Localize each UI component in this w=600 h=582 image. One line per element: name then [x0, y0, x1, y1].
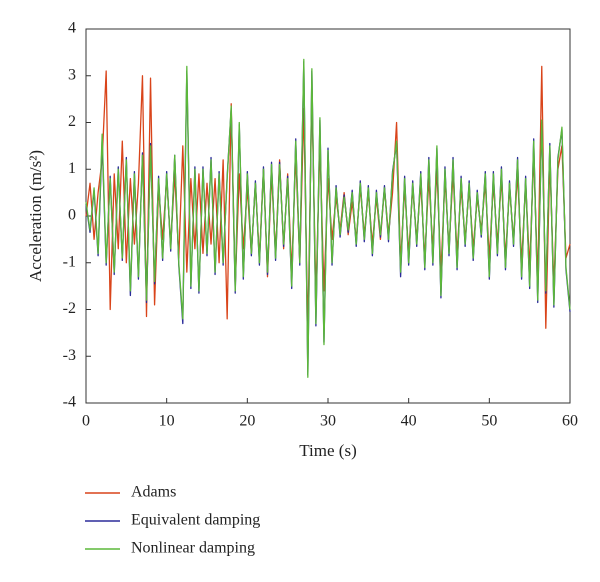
x-tick-label: 0: [82, 413, 90, 430]
y-tick-label: -3: [63, 347, 76, 364]
y-tick-label: -1: [63, 253, 76, 270]
legend-label: Equivalent damping: [131, 512, 260, 529]
y-tick-label: 4: [68, 20, 76, 37]
x-tick-label: 40: [401, 413, 417, 430]
y-axis-label: Acceleration (m/s²): [26, 150, 45, 282]
y-tick-label: 0: [68, 207, 76, 224]
legend-label: Nonlinear damping: [131, 540, 255, 557]
series-line: [85, 65, 571, 334]
y-tick-label: -4: [63, 394, 76, 411]
series-line: [85, 61, 571, 376]
x-tick-label: 50: [481, 413, 497, 430]
x-tick-label: 30: [320, 413, 336, 430]
plot-frame: [85, 28, 571, 404]
y-tick-label: 3: [68, 66, 76, 83]
legend-label: Adams: [131, 484, 176, 501]
y-tick-label: -2: [63, 300, 76, 317]
x-tick-label: 10: [159, 413, 175, 430]
x-tick-label: 60: [562, 413, 578, 430]
x-axis-label: Time (s): [299, 441, 356, 460]
y-tick-label: 1: [68, 160, 76, 177]
x-tick-label: 20: [239, 413, 255, 430]
y-tick-label: 2: [68, 113, 76, 130]
series-line: [85, 58, 571, 378]
